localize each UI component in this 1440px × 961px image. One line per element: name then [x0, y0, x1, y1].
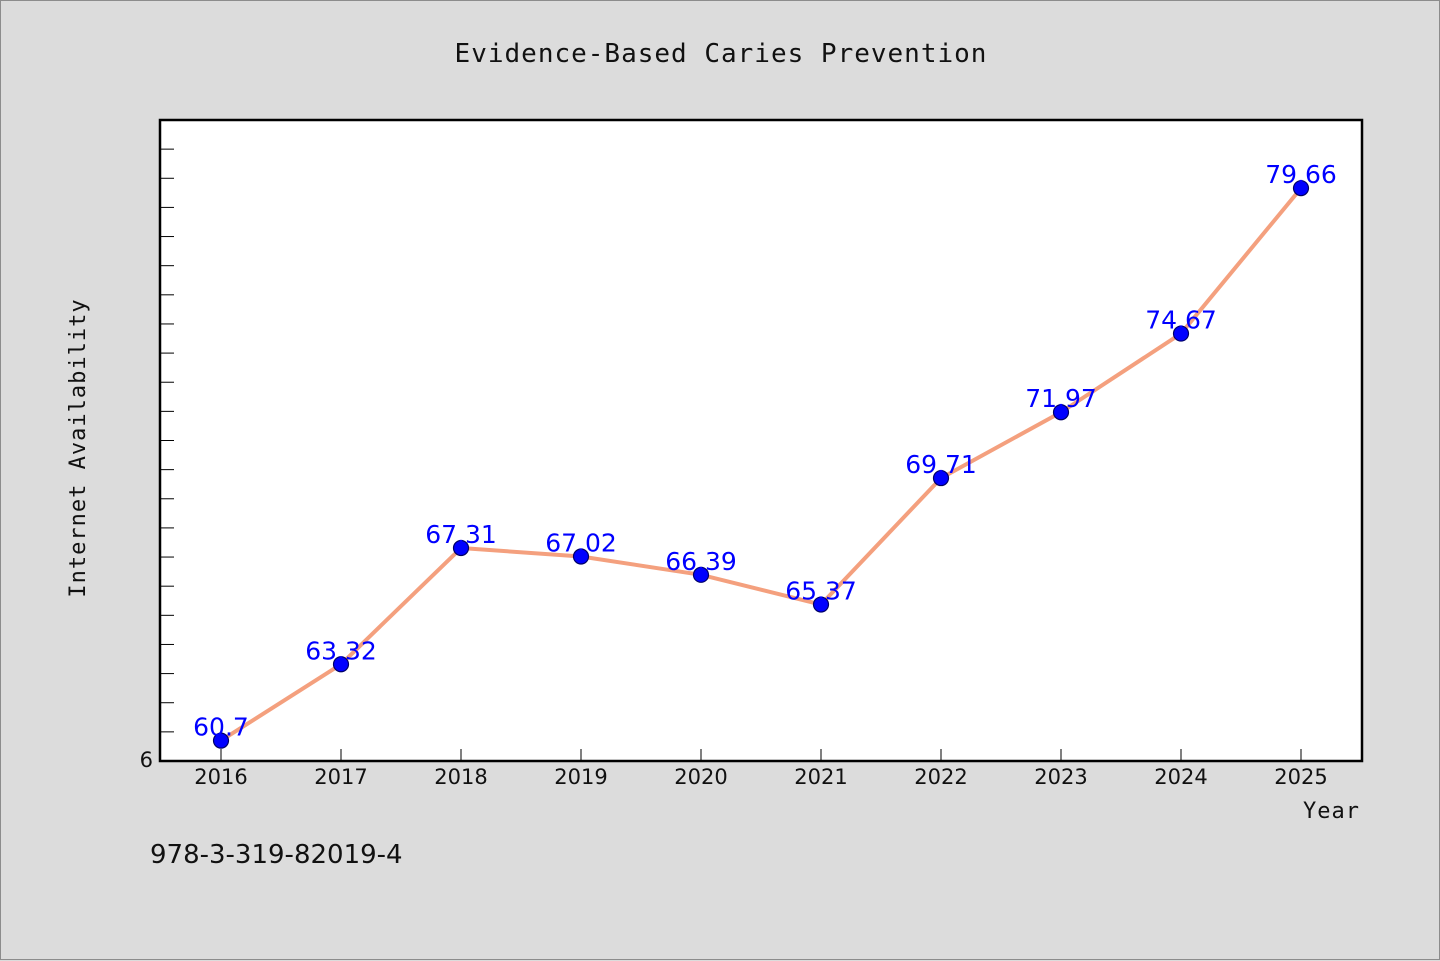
data-label: 74.67	[1145, 306, 1217, 335]
x-axis: 2016 2017 2018 2019 2020 2021 2022 2023 2024 2025	[194, 749, 1328, 789]
isbn-text: 978-3-319-82019-4	[150, 840, 403, 870]
x-tick-label: 2022	[914, 765, 967, 789]
data-label: 67.02	[545, 528, 617, 557]
data-labels: 60.7 63.32 67.31 67.02 66.39 65.37 69.71 71.97 7…	[193, 160, 1337, 741]
data-point	[212, 732, 230, 749]
data-point	[812, 596, 830, 613]
data-point	[1052, 404, 1070, 421]
y-axis-label: Internet Availability	[66, 298, 91, 597]
data-label: 66.39	[665, 547, 737, 576]
x-tick-label: 2017	[314, 765, 367, 789]
x-tick-label: 2016	[194, 765, 247, 789]
data-label: 63.32	[305, 636, 377, 665]
x-tick-label: 2019	[554, 765, 607, 789]
data-point	[452, 539, 470, 557]
data-point	[932, 469, 950, 487]
x-tick-label: 2025	[1274, 765, 1327, 789]
data-point	[572, 548, 590, 565]
data-point	[332, 656, 350, 673]
data-point	[1172, 325, 1190, 342]
y-axis: 6	[140, 148, 174, 772]
data-point	[1292, 180, 1310, 197]
data-label: 71.97	[1025, 384, 1097, 413]
x-axis-label: Year	[1303, 799, 1360, 824]
plot-area	[158, 118, 1364, 763]
chart-title: Evidence-Based Caries Prevention	[455, 39, 988, 69]
series-layer	[212, 180, 1310, 749]
data-point	[692, 566, 710, 583]
data-label: 79.66	[1265, 160, 1337, 189]
data-label: 69.71	[905, 450, 977, 479]
x-tick-label: 2020	[674, 765, 727, 789]
x-tick-label: 2023	[1034, 765, 1087, 789]
x-tick-label: 2021	[794, 765, 847, 789]
series-line	[219, 186, 1303, 743]
data-label: 65.37	[785, 577, 857, 606]
data-label: 67.31	[425, 520, 497, 549]
data-label: 60.7	[193, 713, 249, 742]
x-tick-label: 2024	[1154, 765, 1207, 789]
y-tick-label: 6	[140, 748, 153, 772]
x-tick-label: 2018	[434, 765, 487, 789]
